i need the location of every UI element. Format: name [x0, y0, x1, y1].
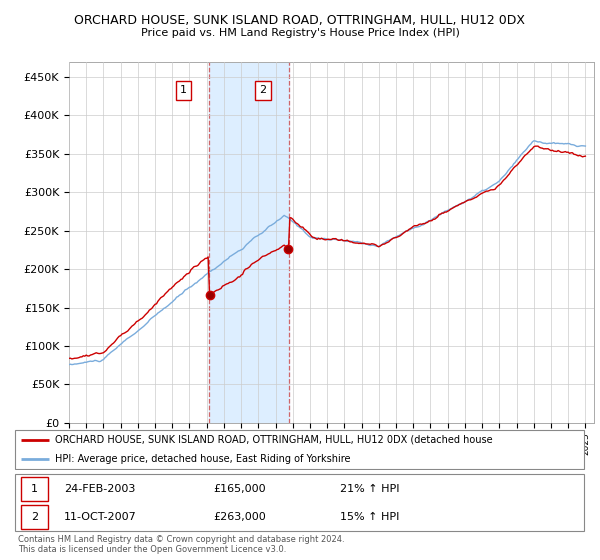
- Text: £165,000: £165,000: [214, 484, 266, 494]
- Text: Price paid vs. HM Land Registry's House Price Index (HPI): Price paid vs. HM Land Registry's House …: [140, 28, 460, 38]
- FancyBboxPatch shape: [15, 430, 584, 469]
- FancyBboxPatch shape: [176, 81, 191, 100]
- FancyBboxPatch shape: [20, 477, 48, 501]
- Text: 2: 2: [260, 86, 267, 95]
- Text: 21% ↑ HPI: 21% ↑ HPI: [340, 484, 400, 494]
- FancyBboxPatch shape: [256, 81, 271, 100]
- Text: ORCHARD HOUSE, SUNK ISLAND ROAD, OTTRINGHAM, HULL, HU12 0DX (detached house: ORCHARD HOUSE, SUNK ISLAND ROAD, OTTRING…: [55, 435, 493, 445]
- Text: £263,000: £263,000: [214, 512, 266, 522]
- Text: Contains HM Land Registry data © Crown copyright and database right 2024.: Contains HM Land Registry data © Crown c…: [18, 535, 344, 544]
- Text: 1: 1: [180, 86, 187, 95]
- Text: 1: 1: [31, 484, 38, 494]
- Bar: [209, 62, 289, 423]
- Text: 24-FEB-2003: 24-FEB-2003: [64, 484, 135, 494]
- FancyBboxPatch shape: [15, 474, 584, 531]
- Text: This data is licensed under the Open Government Licence v3.0.: This data is licensed under the Open Gov…: [18, 545, 286, 554]
- FancyBboxPatch shape: [20, 505, 48, 529]
- Text: 15% ↑ HPI: 15% ↑ HPI: [340, 512, 400, 522]
- Text: 2: 2: [31, 512, 38, 522]
- Text: HPI: Average price, detached house, East Riding of Yorkshire: HPI: Average price, detached house, East…: [55, 454, 350, 464]
- Text: ORCHARD HOUSE, SUNK ISLAND ROAD, OTTRINGHAM, HULL, HU12 0DX: ORCHARD HOUSE, SUNK ISLAND ROAD, OTTRING…: [74, 14, 526, 27]
- Text: 11-OCT-2007: 11-OCT-2007: [64, 512, 137, 522]
